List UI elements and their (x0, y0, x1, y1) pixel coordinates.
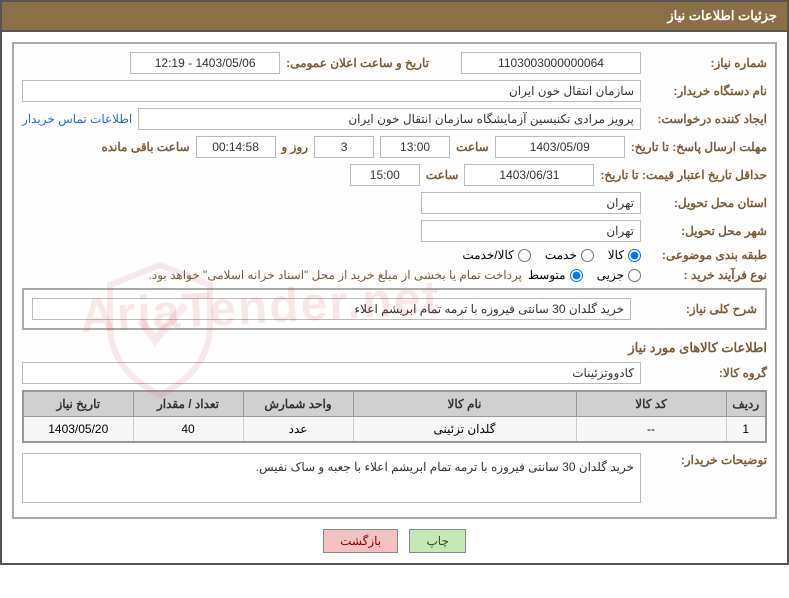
deadline-time: 13:00 (380, 136, 450, 158)
cell-index: 1 (726, 417, 766, 443)
city-value: تهران (421, 220, 641, 242)
th-index: ردیف (726, 391, 766, 417)
validity-time: 15:00 (350, 164, 420, 186)
requester-label: ایجاد کننده درخواست: (647, 112, 767, 126)
validity-date: 1403/06/31 (464, 164, 594, 186)
process-option-medium[interactable]: متوسط (528, 268, 583, 282)
back-button[interactable]: بازگشت (323, 529, 398, 553)
th-date: تاریخ نیاز (23, 391, 133, 417)
th-unit: واحد شمارش (243, 391, 353, 417)
summary-label: شرح کلی نیاز: (637, 302, 757, 316)
page-title: جزئیات اطلاعات نیاز (667, 8, 777, 23)
requester-value: پرویز مرادی تکنیسین آزمایشگاه سازمان انت… (138, 108, 641, 130)
items-table: ردیف کد کالا نام کالا واحد شمارش تعداد /… (22, 390, 767, 443)
th-code: کد کالا (576, 391, 726, 417)
category-radio-service[interactable] (581, 249, 594, 262)
process-radio-minor[interactable] (628, 269, 641, 282)
validity-label: حداقل تاریخ اعتبار قیمت: تا تاریخ: (600, 168, 767, 182)
buyer-org-label: نام دستگاه خریدار: (647, 84, 767, 98)
category-radios: کالا خدمت کالا/خدمت (462, 248, 641, 262)
goods-group-label: گروه کالا: (647, 366, 767, 380)
announce-datetime-value: 1403/05/06 - 12:19 (130, 52, 280, 74)
items-section-title: اطلاعات کالاهای مورد نیاز (22, 340, 767, 356)
print-button[interactable]: چاپ (409, 529, 465, 553)
category-radio-goods[interactable] (628, 249, 641, 262)
deadline-time-label: ساعت (456, 140, 489, 154)
deadline-days: 3 (314, 136, 374, 158)
page-title-bar: جزئیات اطلاعات نیاز (0, 0, 789, 30)
need-number-label: شماره نیاز: (647, 56, 767, 70)
process-type-radios: جزیی متوسط (528, 268, 641, 282)
buyer-org-value: سازمان انتقال خون ایران (22, 80, 641, 102)
category-option-service[interactable]: خدمت (545, 248, 594, 262)
deadline-date: 1403/05/09 (495, 136, 625, 158)
cell-name: گلدان تزئینی (353, 417, 576, 443)
province-label: استان محل تحویل: (647, 196, 767, 210)
goods-group-value: کادووتزئینات (22, 362, 641, 384)
th-qty: تعداد / مقدار (133, 391, 243, 417)
process-type-label: نوع فرآیند خرید : (647, 268, 767, 282)
category-option-goods[interactable]: کالا (608, 248, 641, 262)
deadline-label: مهلت ارسال پاسخ: تا تاریخ: (631, 140, 767, 154)
buyer-notes-label: توضیحات خریدار: (647, 453, 767, 467)
deadline-counter: 00:14:58 (196, 136, 276, 158)
button-row: چاپ بازگشت (12, 529, 777, 553)
validity-time-label: ساعت (426, 168, 459, 182)
process-radio-medium[interactable] (570, 269, 583, 282)
buyer-notes-value: خرید گلدان 30 سانتی فیروزه با ترمه تمام … (22, 453, 641, 503)
need-number-value: 1103003000000064 (461, 52, 641, 74)
cell-unit: عدد (243, 417, 353, 443)
category-option-both[interactable]: کالا/خدمت (462, 248, 530, 262)
deadline-remaining-label: ساعت باقی مانده (101, 140, 189, 154)
category-radio-both[interactable] (518, 249, 531, 262)
process-note: پرداخت تمام یا بخشی از مبلغ خرید از محل … (149, 268, 522, 282)
deadline-and-label: روز و (282, 140, 309, 154)
cell-date: 1403/05/20 (23, 417, 133, 443)
table-header-row: ردیف کد کالا نام کالا واحد شمارش تعداد /… (23, 391, 766, 417)
content-panel: شماره نیاز: 1103003000000064 تاریخ و ساع… (0, 30, 789, 565)
city-label: شهر محل تحویل: (647, 224, 767, 238)
table-row: 1 -- گلدان تزئینی عدد 40 1403/05/20 (23, 417, 766, 443)
cell-qty: 40 (133, 417, 243, 443)
cell-code: -- (576, 417, 726, 443)
form-panel: شماره نیاز: 1103003000000064 تاریخ و ساع… (12, 42, 777, 519)
contact-buyer-link[interactable]: اطلاعات تماس خریدار (22, 112, 132, 126)
category-label: طبقه بندی موضوعی: (647, 248, 767, 262)
province-value: تهران (421, 192, 641, 214)
th-name: نام کالا (353, 391, 576, 417)
summary-value: خرید گلدان 30 سانتی فیروزه با ترمه تمام … (32, 298, 631, 320)
announce-datetime-label: تاریخ و ساعت اعلان عمومی: (286, 56, 429, 70)
process-option-minor[interactable]: جزیی (597, 268, 641, 282)
